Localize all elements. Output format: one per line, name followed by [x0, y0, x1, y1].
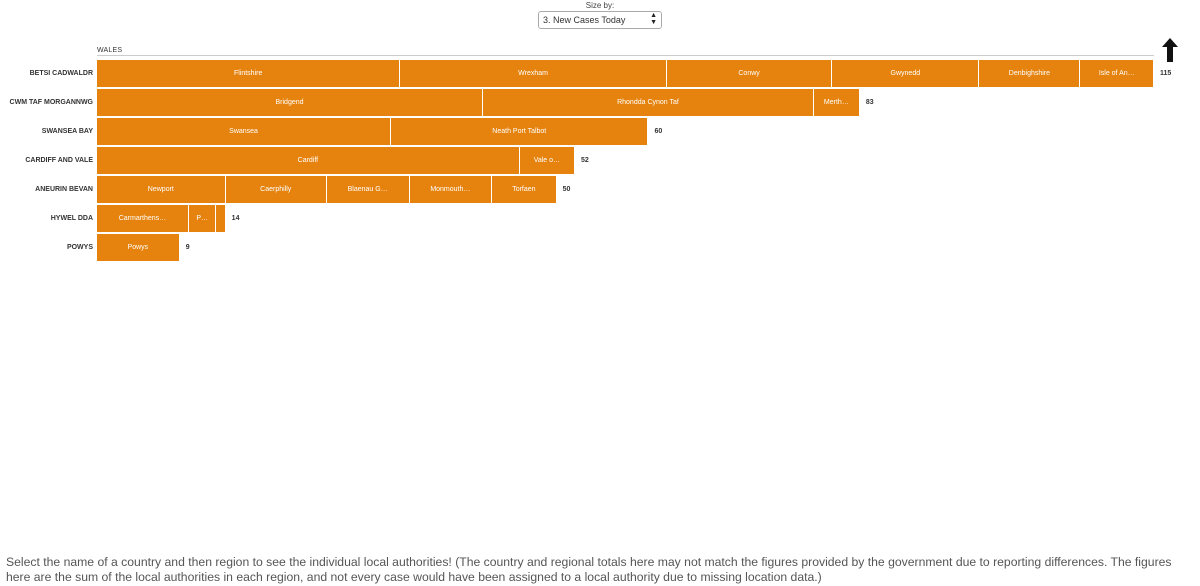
authority-segment[interactable]: Gwynedd	[832, 60, 980, 87]
select-arrows-icon: ▲ ▼	[650, 12, 657, 26]
authority-segment[interactable]: Wrexham	[400, 60, 667, 87]
size-by-select[interactable]: 3. New Cases Today ▲ ▼	[538, 11, 662, 29]
authority-segment[interactable]: P…	[188, 205, 217, 232]
chart-root-divider	[97, 55, 1154, 56]
region-row: ANEURIN BEVAN Newport Caerphilly Blaenau G……	[0, 176, 1200, 203]
region-row: POWYS Powys 9	[0, 234, 1200, 261]
authority-segment[interactable]: Neath Port Talbot	[391, 118, 649, 145]
region-label[interactable]: ANEURIN BEVAN	[35, 186, 93, 193]
up-arrow-icon[interactable]	[1155, 35, 1185, 65]
footer-instructions: Select the name of a country and then re…	[6, 555, 1172, 584]
authority-segment[interactable]: Vale o…	[519, 147, 575, 174]
size-by-control: Size by: 3. New Cases Today ▲ ▼	[0, 0, 1200, 29]
region-total: 83	[865, 99, 874, 106]
region-label[interactable]: POWYS	[66, 244, 93, 251]
region-total: 14	[231, 215, 240, 222]
authority-segment[interactable]: Cardiff	[97, 147, 520, 174]
region-row: BETSI CADWALDR Flintshire Wrexham Conwy Gwyn…	[0, 60, 1200, 87]
region-bar: Carmarthens… P…	[97, 205, 226, 232]
authority-segment[interactable]: Torfaen	[492, 176, 557, 203]
authority-segment[interactable]: Flintshire	[97, 60, 401, 87]
authority-segment[interactable]: Denbighshire	[979, 60, 1081, 87]
region-total: 60	[654, 128, 663, 135]
authority-segment[interactable]: Conwy	[666, 60, 833, 87]
region-label[interactable]: HYWEL DDA	[50, 215, 93, 222]
region-bar: Flintshire Wrexham Conwy Gwynedd Denbighshir…	[97, 60, 1154, 87]
size-by-selected-value: 3. New Cases Today	[543, 15, 626, 25]
region-total: 115	[1160, 70, 1172, 77]
authority-segment[interactable]: Bridgend	[97, 89, 484, 116]
authority-segment[interactable]: Newport	[97, 176, 226, 203]
treemap-bar-chart: WALES BETSI CADWALDR Flintshire Wrexham Con…	[0, 40, 1200, 270]
region-total: 52	[580, 157, 589, 164]
region-row: SWANSEA BAY Swansea Neath Port Talbot 60	[0, 118, 1200, 145]
region-bar: Powys	[97, 234, 180, 261]
region-row: HYWEL DDA Carmarthens… P… 14	[0, 205, 1200, 232]
authority-segment[interactable]	[216, 205, 226, 232]
authority-segment[interactable]: Caerphilly	[225, 176, 327, 203]
region-label[interactable]: SWANSEA BAY	[41, 128, 93, 135]
region-bar: Newport Caerphilly Blaenau G… Monmouth… Torf…	[97, 176, 557, 203]
region-total: 9	[185, 244, 190, 251]
authority-segment[interactable]: Swansea	[97, 118, 392, 145]
size-by-label: Size by:	[585, 1, 615, 10]
region-label[interactable]: CARDIFF AND VALE	[25, 157, 93, 164]
region-bar: Cardiff Vale o…	[97, 147, 575, 174]
region-row: CWM TAF MORGANNWG Bridgend Rhondda Cynon T…	[0, 89, 1200, 116]
authority-segment[interactable]: Carmarthens…	[97, 205, 189, 232]
region-total: 50	[562, 186, 571, 193]
authority-segment[interactable]: Monmouth…	[409, 176, 493, 203]
region-label[interactable]: CWM TAF MORGANNWG	[9, 99, 93, 106]
chart-root-label[interactable]: WALES	[97, 47, 123, 54]
region-bar: Bridgend Rhondda Cynon Taf Merth…	[97, 89, 860, 116]
region-row: CARDIFF AND VALE Cardiff Vale o… 52	[0, 147, 1200, 174]
region-label[interactable]: BETSI CADWALDR	[29, 70, 93, 77]
authority-segment[interactable]: Isle of An…	[1080, 60, 1154, 87]
authority-segment[interactable]: Rhondda Cynon Taf	[483, 89, 814, 116]
authority-segment[interactable]: Merth…	[813, 89, 860, 116]
region-bar: Swansea Neath Port Talbot	[97, 118, 649, 145]
authority-segment[interactable]: Blaenau G…	[326, 176, 410, 203]
authority-segment[interactable]: Powys	[97, 234, 180, 261]
